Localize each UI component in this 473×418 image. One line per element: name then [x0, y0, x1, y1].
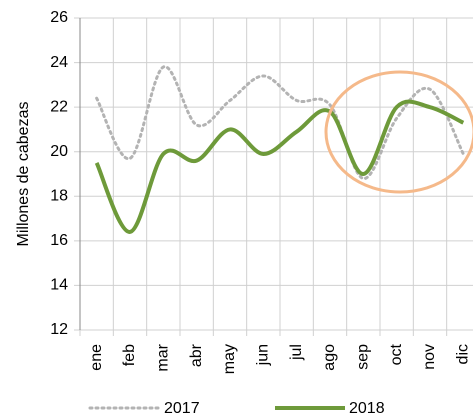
- x-tick-label: jul: [288, 344, 305, 361]
- x-tick-label: feb: [121, 344, 138, 366]
- x-tick-label: jun: [255, 344, 272, 366]
- y-tick-label: 24: [50, 54, 68, 71]
- x-tick-label: nov: [421, 344, 438, 370]
- y-tick-label: 22: [50, 98, 68, 115]
- x-tick-label: oct: [388, 343, 405, 365]
- y-tick-label: 26: [50, 9, 68, 26]
- x-tick-label: ago: [321, 344, 338, 371]
- highlight-ellipse: [324, 70, 473, 194]
- series-line: [94, 99, 465, 234]
- x-tick-label: ene: [88, 344, 105, 371]
- legend-label: 2018: [349, 400, 385, 417]
- y-axis-label: Millones de cabezas: [15, 102, 32, 247]
- y-tick-label: 20: [50, 143, 68, 160]
- legend-label: 2017: [164, 400, 200, 417]
- x-tick-label: sep: [355, 344, 372, 370]
- y-tick-label: 14: [50, 277, 68, 294]
- x-tick-label: dic: [455, 344, 472, 364]
- series-line: [95, 65, 465, 180]
- y-tick-label: 16: [50, 232, 68, 249]
- x-tick-label: abr: [188, 343, 205, 367]
- y-tick-label: 12: [50, 321, 68, 338]
- y-tick-label: 18: [50, 188, 68, 205]
- x-tick-label: may: [221, 344, 238, 374]
- x-tick-label: mar: [155, 343, 172, 371]
